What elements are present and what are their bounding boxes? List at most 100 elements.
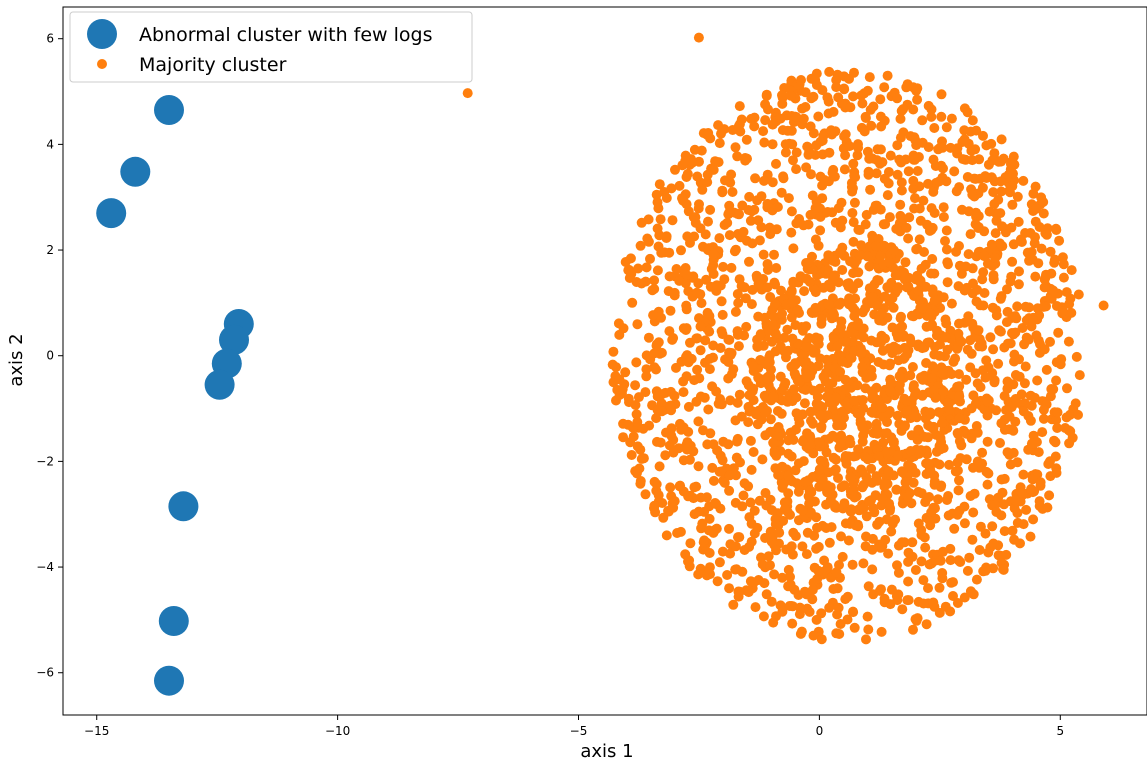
majority-point: [779, 504, 790, 515]
majority-point: [890, 514, 901, 525]
majority-point: [734, 101, 745, 112]
majority-point: [685, 538, 696, 549]
majority-outlier-point: [693, 32, 704, 43]
majority-point: [996, 186, 1007, 197]
majority-point: [824, 66, 835, 77]
majority-point: [981, 355, 992, 366]
majority-point: [783, 488, 794, 499]
majority-point: [920, 542, 931, 553]
majority-point: [933, 494, 943, 505]
majority-point: [636, 453, 647, 464]
majority-point: [657, 498, 668, 508]
majority-point: [808, 385, 819, 396]
majority-point: [816, 423, 827, 434]
majority-point: [726, 262, 737, 273]
majority-point: [863, 496, 874, 507]
majority-point: [934, 176, 945, 187]
majority-point: [893, 332, 903, 343]
majority-point: [849, 395, 860, 406]
majority-point: [997, 221, 1007, 232]
majority-point: [816, 634, 827, 645]
majority-point: [1063, 336, 1074, 347]
majority-point: [910, 135, 921, 146]
majority-point: [1058, 272, 1069, 283]
majority-point: [790, 359, 801, 370]
majority-point: [913, 424, 924, 435]
majority-point: [683, 426, 694, 437]
majority-point: [908, 477, 919, 488]
majority-point: [952, 465, 963, 476]
majority-point: [649, 500, 660, 511]
majority-point: [796, 75, 806, 85]
majority-point: [1014, 266, 1024, 277]
majority-point: [916, 530, 927, 540]
majority-point: [708, 475, 719, 486]
majority-point: [927, 373, 938, 383]
majority-point: [717, 329, 728, 340]
majority-point: [702, 439, 713, 450]
majority-point: [983, 468, 994, 479]
majority-point: [614, 329, 625, 340]
points-layer: [96, 32, 1109, 696]
majority-point: [954, 413, 965, 424]
majority-point: [693, 569, 704, 580]
majority-point: [1062, 383, 1072, 394]
majority-point: [787, 297, 798, 308]
majority-point: [782, 324, 793, 335]
majority-point: [867, 389, 878, 400]
majority-point: [829, 466, 840, 476]
majority-point: [724, 200, 735, 211]
majority-point: [767, 139, 778, 150]
majority-point: [832, 69, 843, 80]
majority-point: [917, 374, 928, 385]
majority-point: [788, 155, 798, 166]
majority-point: [884, 360, 895, 371]
majority-point: [796, 626, 807, 637]
majority-point: [864, 261, 875, 272]
majority-point: [789, 368, 800, 379]
majority-point: [805, 485, 816, 496]
majority-point: [704, 548, 715, 558]
majority-point: [1049, 257, 1060, 268]
majority-point: [749, 112, 760, 123]
majority-point: [903, 576, 914, 587]
majority-point: [712, 445, 723, 456]
majority-point: [797, 436, 808, 447]
majority-point: [745, 215, 756, 226]
majority-point: [962, 565, 973, 576]
majority-point: [1036, 243, 1047, 254]
majority-point: [1001, 317, 1012, 328]
majority-point: [1033, 447, 1044, 458]
majority-point: [948, 591, 958, 601]
majority-point: [777, 98, 788, 109]
majority-point: [689, 482, 700, 493]
majority-point: [719, 477, 730, 488]
majority-point: [1066, 265, 1077, 276]
majority-point: [957, 154, 968, 165]
majority-point: [771, 158, 781, 169]
majority-point: [770, 279, 781, 290]
majority-point: [693, 416, 704, 427]
majority-point: [934, 607, 945, 618]
majority-point: [840, 451, 851, 461]
majority-point: [1058, 306, 1068, 317]
majority-point: [954, 182, 965, 193]
majority-point: [1070, 398, 1081, 409]
majority-point: [654, 461, 665, 472]
majority-point: [834, 299, 845, 310]
majority-point: [689, 509, 700, 520]
majority-point: [847, 208, 858, 218]
majority-point: [740, 153, 751, 163]
majority-point: [1048, 285, 1059, 296]
majority-point: [682, 168, 693, 179]
majority-point: [835, 247, 845, 258]
majority-point: [824, 602, 835, 613]
majority-point: [967, 534, 978, 545]
majority-point: [792, 304, 803, 315]
majority-point: [954, 505, 965, 516]
majority-point: [836, 482, 847, 493]
majority-outlier-point: [462, 88, 473, 99]
majority-point: [806, 169, 816, 180]
majority-point: [959, 134, 970, 145]
majority-point: [974, 154, 985, 165]
